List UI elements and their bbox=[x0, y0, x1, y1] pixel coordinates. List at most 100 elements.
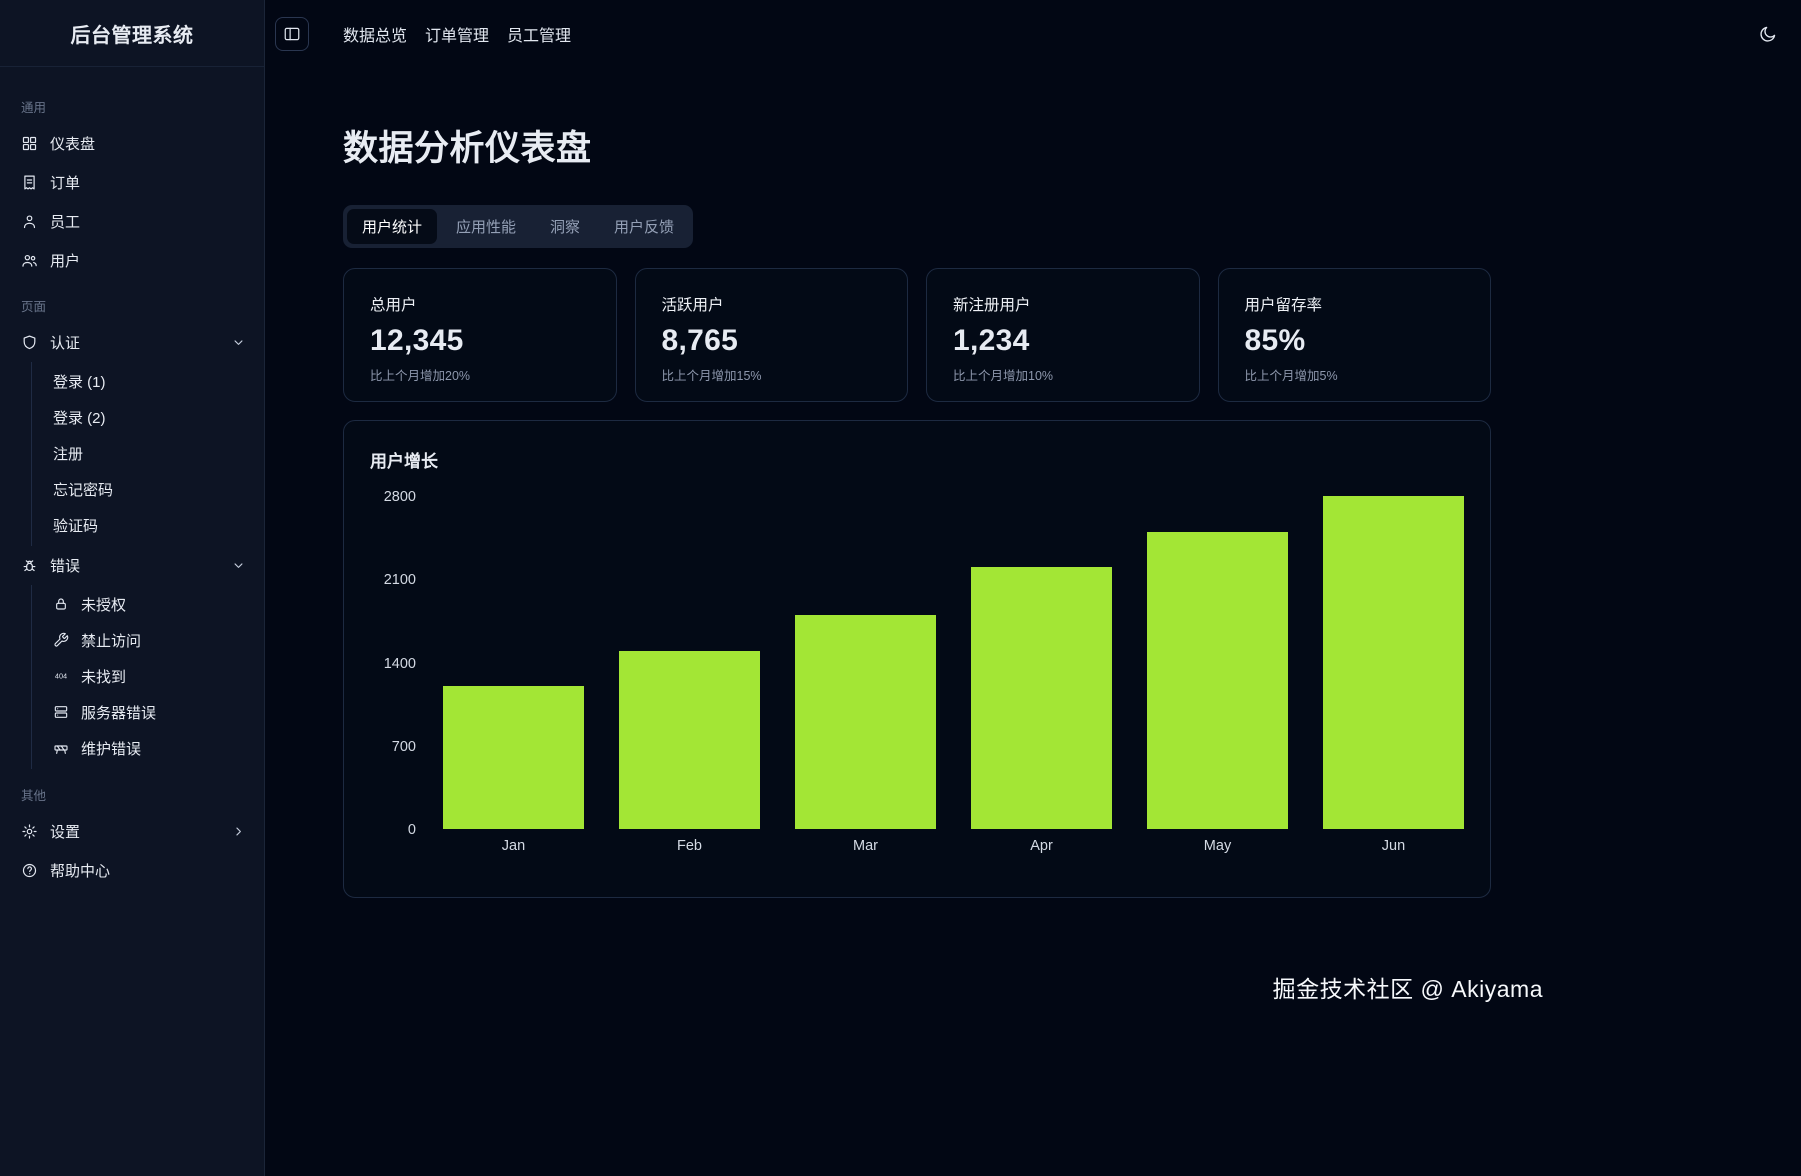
sidebar-item-label: 仪表盘 bbox=[50, 136, 96, 153]
topnav-order-management[interactable]: 订单管理 bbox=[425, 28, 490, 45]
sidebar-item-label: 未找到 bbox=[81, 668, 127, 686]
sidebar-item-label: 帮助中心 bbox=[50, 863, 111, 880]
sidebar-item-help-center[interactable]: 帮助中心 bbox=[0, 851, 264, 890]
stat-delta: 比上个月增加15% bbox=[661, 369, 762, 383]
content: 数据分析仪表盘 用户统计 应用性能 洞察 用户反馈 总用户 12,345 比上个… bbox=[265, 68, 1491, 898]
x-tick-jun: Jun bbox=[1381, 838, 1406, 854]
bar-jan bbox=[443, 496, 584, 829]
barricade-icon bbox=[53, 740, 69, 756]
bar-plot bbox=[443, 496, 1464, 829]
staff-icon bbox=[21, 213, 38, 230]
sidebar-item-login-1[interactable]: 登录 (1) bbox=[32, 363, 264, 399]
tab-user-feedback[interactable]: 用户反馈 bbox=[614, 219, 675, 236]
theme-toggle-button[interactable] bbox=[1758, 25, 1777, 44]
sidebar-item-label: 维护错误 bbox=[81, 740, 142, 758]
bar-rect-feb bbox=[619, 650, 760, 829]
stat-value: 1,234 bbox=[953, 324, 1030, 357]
server-icon bbox=[53, 704, 69, 720]
bar-feb bbox=[619, 496, 760, 829]
x-tick-apr: Apr bbox=[1030, 838, 1053, 854]
page-title: 数据分析仪表盘 bbox=[343, 129, 592, 168]
sidebar-item-label: 未授权 bbox=[81, 596, 127, 614]
stat-card-total-users: 总用户 12,345 比上个月增加20% bbox=[343, 268, 617, 402]
stat-value: 12,345 bbox=[370, 324, 464, 357]
bar-mar bbox=[795, 496, 936, 829]
sidebar-item-users[interactable]: 用户 bbox=[0, 241, 264, 280]
sidebar-item-forgot-password[interactable]: 忘记密码 bbox=[32, 471, 264, 507]
chart-title: 用户增长 bbox=[370, 452, 438, 471]
sidebar-item-settings[interactable]: 设置 bbox=[0, 812, 264, 851]
sidebar-item-unauthorized[interactable]: 未授权 bbox=[32, 586, 264, 622]
sidebar-item-forbidden[interactable]: 禁止访问 bbox=[32, 622, 264, 658]
x-tick-mar: Mar bbox=[853, 838, 878, 854]
sidebar-item-label: 服务器错误 bbox=[81, 704, 157, 722]
y-tick-700: 700 bbox=[391, 738, 416, 755]
x-tick-feb: Feb bbox=[677, 838, 702, 854]
sidebar-item-staff[interactable]: 员工 bbox=[0, 202, 264, 241]
sidebar-item-label: 登录 (1) bbox=[53, 373, 106, 391]
sidebar-item-label: 用户 bbox=[50, 253, 81, 270]
sidebar-item-label: 忘记密码 bbox=[53, 481, 114, 499]
watermark: 掘金技术社区 @ Akiyama bbox=[1272, 976, 1543, 1002]
x-axis: Jan Feb Mar Apr May Jun bbox=[443, 838, 1464, 854]
sidebar-item-orders[interactable]: 订单 bbox=[0, 163, 264, 202]
topnav-staff-management[interactable]: 员工管理 bbox=[507, 28, 572, 45]
bar-apr bbox=[971, 496, 1112, 829]
y-axis: 0 700 1400 2100 2800 bbox=[370, 489, 416, 838]
y-tick-2100: 2100 bbox=[383, 572, 416, 589]
sidebar-item-maintenance[interactable]: 维护错误 bbox=[32, 730, 264, 766]
auth-icon bbox=[21, 334, 38, 351]
y-tick-2800: 2800 bbox=[383, 489, 416, 505]
bar-chart: 0 700 1400 2100 2800 Jan Feb Mar Apr May Jun bbox=[370, 489, 1464, 854]
sidebar-item-label: 订单 bbox=[50, 175, 81, 192]
topbar: 数据总览 订单管理 员工管理 bbox=[265, 0, 1801, 68]
stat-card-retention-rate: 用户留存率 85% 比上个月增加5% bbox=[1217, 268, 1491, 402]
sidebar-toggle-button[interactable] bbox=[275, 17, 309, 51]
stat-label: 活跃用户 bbox=[661, 297, 724, 314]
sidebar-header: 后台管理系统 bbox=[0, 0, 264, 67]
sidebar-item-label: 验证码 bbox=[53, 517, 99, 535]
sidebar-item-label: 注册 bbox=[53, 445, 84, 463]
tab-app-performance[interactable]: 应用性能 bbox=[456, 219, 517, 236]
sidebar-item-captcha[interactable]: 验证码 bbox=[32, 507, 264, 543]
lock-icon bbox=[53, 596, 69, 612]
stat-delta: 比上个月增加5% bbox=[1244, 369, 1338, 383]
sidebar-item-dashboard[interactable]: 仪表盘 bbox=[0, 124, 264, 163]
sidebar-group-label: 认证 bbox=[50, 335, 81, 352]
stat-card-active-users: 活跃用户 8,765 比上个月增加15% bbox=[634, 268, 908, 402]
sidebar-item-login-2[interactable]: 登录 (2) bbox=[32, 399, 264, 435]
wrench-icon bbox=[53, 632, 69, 648]
stat-delta: 比上个月增加20% bbox=[370, 369, 471, 383]
not-found-404-icon: 404 bbox=[53, 668, 69, 684]
bar-rect-may bbox=[1147, 531, 1288, 829]
y-tick-0: 0 bbox=[407, 822, 416, 838]
plot-area: Jan Feb Mar Apr May Jun bbox=[443, 496, 1464, 854]
sidebar-item-register[interactable]: 注册 bbox=[32, 435, 264, 471]
sidebar-subnav-auth: 登录 (1) 登录 (2) 注册 忘记密码 验证码 bbox=[31, 362, 264, 546]
stat-cards: 总用户 12,345 比上个月增加20% 活跃用户 8,765 比上个月增加15… bbox=[343, 268, 1491, 402]
section-label-pages: 页面 bbox=[21, 300, 47, 314]
stat-label: 总用户 bbox=[370, 297, 417, 314]
bar-may bbox=[1147, 496, 1288, 829]
sidebar-item-not-found[interactable]: 404 未找到 bbox=[32, 658, 264, 694]
tab-user-stats[interactable]: 用户统计 bbox=[347, 209, 438, 244]
sidebar-nav: 通用 仪表盘 订单 员工 bbox=[0, 67, 264, 890]
stat-card-new-registered-users: 新注册用户 1,234 比上个月增加10% bbox=[926, 268, 1200, 402]
tab-insights[interactable]: 洞察 bbox=[550, 219, 581, 236]
chevron-down-icon bbox=[231, 335, 246, 350]
sidebar-group-auth[interactable]: 认证 bbox=[0, 323, 264, 362]
bar-rect-apr bbox=[971, 567, 1112, 829]
section-label-general: 通用 bbox=[21, 101, 47, 115]
sidebar-group-label: 错误 bbox=[50, 558, 81, 575]
sidebar-group-errors[interactable]: 错误 bbox=[0, 546, 264, 585]
users-icon bbox=[21, 252, 38, 269]
chevron-right-icon bbox=[231, 824, 246, 839]
sidebar-item-server-error[interactable]: 服务器错误 bbox=[32, 694, 264, 730]
topnav-data-overview[interactable]: 数据总览 bbox=[343, 28, 408, 45]
sidebar-item-label: 登录 (2) bbox=[53, 409, 106, 427]
stat-delta: 比上个月增加10% bbox=[953, 369, 1054, 383]
user-growth-chart-card: 用户增长 0 700 1400 2100 2800 Jan Feb Mar Apr May Jun bbox=[343, 420, 1491, 898]
bar-rect-mar bbox=[795, 614, 936, 829]
dashboard-icon bbox=[21, 135, 38, 152]
